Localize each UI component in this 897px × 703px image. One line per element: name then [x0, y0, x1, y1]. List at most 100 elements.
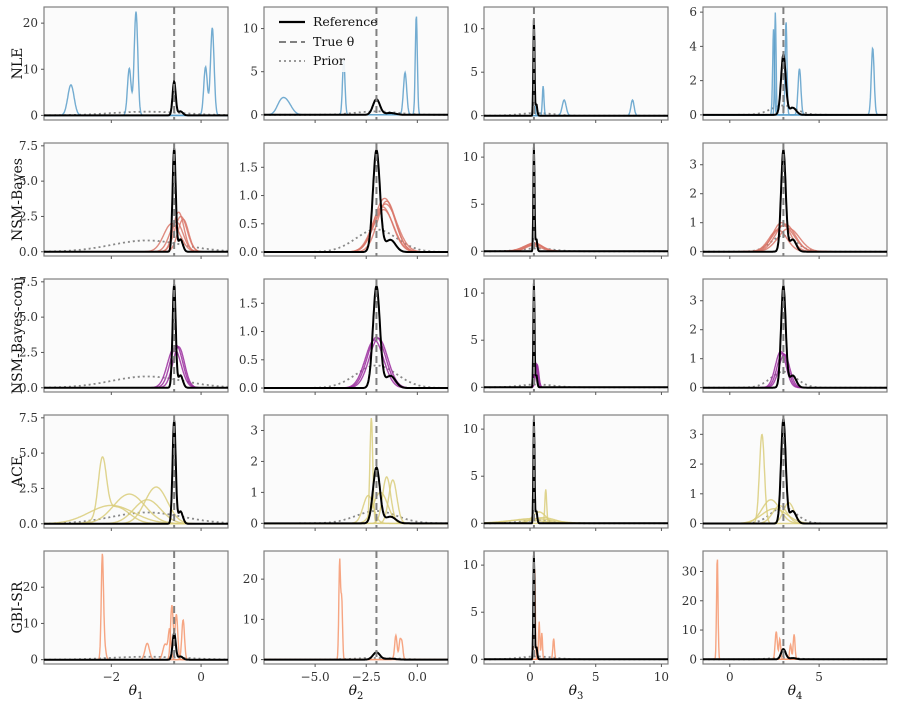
panel-background	[263, 142, 449, 257]
reference-line	[264, 148, 448, 253]
y-tick-label: 0	[689, 245, 697, 259]
panel-background	[702, 278, 888, 393]
y-tick-label: 0	[250, 653, 258, 667]
legend-prior-label: Prior	[313, 53, 345, 68]
y-tick-label: 10	[243, 612, 258, 626]
y-tick-label: 10	[682, 623, 697, 637]
y-tick-label: 2.5	[19, 345, 38, 359]
prior-line	[484, 655, 668, 661]
x-axis-label: θ4	[788, 683, 803, 702]
reference-line	[264, 466, 448, 525]
y-tick-label: 10	[463, 422, 478, 436]
y-tick-label: 10	[463, 558, 478, 572]
panel-background	[483, 6, 669, 121]
row-label: NSM-Bayes	[10, 158, 26, 241]
y-tick-label: 1.0	[239, 189, 258, 203]
panel-background	[263, 414, 449, 529]
y-tick-label: 7.5	[19, 139, 38, 153]
panel-background	[483, 414, 669, 529]
panel: 0 10 20 −5.0 −2.5 0.0	[243, 550, 449, 684]
panel: 0 1 2 3	[689, 414, 888, 531]
reference-line	[264, 98, 448, 116]
panel: 0 5 10	[463, 6, 669, 123]
panel: 0 1 2 3	[689, 278, 888, 395]
panel: 0 10 20 30 0 5	[682, 550, 888, 684]
row-label: NSM-Bayes-conj	[10, 277, 26, 394]
y-tick-label: 0	[689, 517, 697, 531]
panel-background	[483, 278, 669, 393]
y-tick-label: 0.0	[19, 381, 38, 395]
y-tick-label: 5.0	[19, 446, 38, 460]
reference-line	[44, 78, 228, 117]
panels: 010200510051002460.02.55.07.50.00.51.01.…	[19, 5, 888, 684]
y-tick-label: 4	[689, 39, 697, 53]
y-tick-label: 0.0	[19, 517, 38, 531]
y-tick-label: 2	[689, 457, 697, 471]
panel: 0.0 2.5 5.0 7.5	[19, 139, 229, 259]
prior-line	[484, 383, 668, 389]
y-tick-label: 10	[463, 286, 478, 300]
prior-line	[44, 511, 229, 525]
panel: 0.0 0.5 1.0 1.5	[239, 142, 449, 259]
panel: 0 5 10	[463, 278, 669, 395]
reference-line	[703, 54, 887, 116]
y-tick-label: 5	[470, 65, 478, 79]
y-tick-label: 3	[689, 294, 697, 308]
reference-line	[264, 284, 448, 389]
y-tick-label: 2.5	[19, 481, 38, 495]
y-tick-label: 1.5	[239, 160, 258, 174]
y-tick-label: 0.5	[239, 353, 258, 367]
y-tick-label: 0	[689, 652, 697, 666]
y-tick-label: 5	[470, 197, 478, 211]
y-tick-label: 30	[682, 564, 697, 578]
y-tick-label: 3	[250, 423, 258, 437]
reference-line	[484, 283, 668, 389]
panel-background	[702, 142, 888, 257]
y-tick-label: 0	[30, 108, 38, 122]
y-tick-label: 0	[689, 381, 697, 395]
x-tick-label: 5	[592, 670, 600, 684]
y-tick-label: 0	[470, 516, 478, 530]
panel-background	[263, 278, 449, 393]
panel: 0 2 4 6	[689, 5, 888, 123]
y-tick-label: 5	[470, 605, 478, 619]
y-tick-label: 10	[463, 22, 478, 36]
panel-background	[483, 550, 669, 665]
reference-line	[703, 648, 887, 661]
y-tick-label: 1	[689, 352, 697, 366]
y-tick-label: 1	[250, 485, 258, 499]
y-tick-label: 10	[243, 22, 258, 36]
y-tick-label: 0	[689, 108, 697, 122]
legend: Reference True θ Prior	[272, 12, 378, 72]
y-tick-label: 2	[689, 323, 697, 337]
y-tick-label: 1	[689, 487, 697, 501]
reference-line	[484, 147, 668, 253]
x-tick-label: 5	[815, 670, 823, 684]
x-tick-label: 10	[654, 670, 669, 684]
x-tick-label: −2	[102, 670, 120, 684]
y-tick-label: 0.0	[239, 245, 258, 259]
y-tick-label: 0	[470, 380, 478, 394]
reference-line	[44, 284, 228, 389]
y-tick-label: 5.0	[19, 174, 38, 188]
panel: 0 10 20 −2 0	[23, 550, 229, 684]
panel: 0 1 2 3	[250, 414, 449, 531]
x-tick-label: −5.0	[301, 670, 330, 684]
x-axis-label: θ1	[129, 683, 144, 702]
y-tick-label: 3	[689, 427, 697, 441]
reference-line	[703, 418, 887, 525]
panel: 0 5 10	[463, 414, 669, 531]
panel: 0.0 2.5 5.0 7.5	[19, 275, 229, 395]
y-tick-label: 0	[470, 109, 478, 123]
y-tick-label: 1	[689, 216, 697, 230]
y-tick-label: 2.5	[19, 209, 38, 223]
y-tick-label: 20	[682, 594, 697, 608]
x-tick-label: 0	[526, 670, 534, 684]
prior-line	[44, 239, 229, 253]
y-tick-label: 2	[689, 74, 697, 88]
panel-background	[702, 414, 888, 529]
panel: 0 5 10	[463, 142, 669, 259]
y-tick-label: 6	[689, 5, 697, 19]
panel: 0 10 20	[23, 6, 229, 123]
panel-background	[43, 6, 229, 121]
